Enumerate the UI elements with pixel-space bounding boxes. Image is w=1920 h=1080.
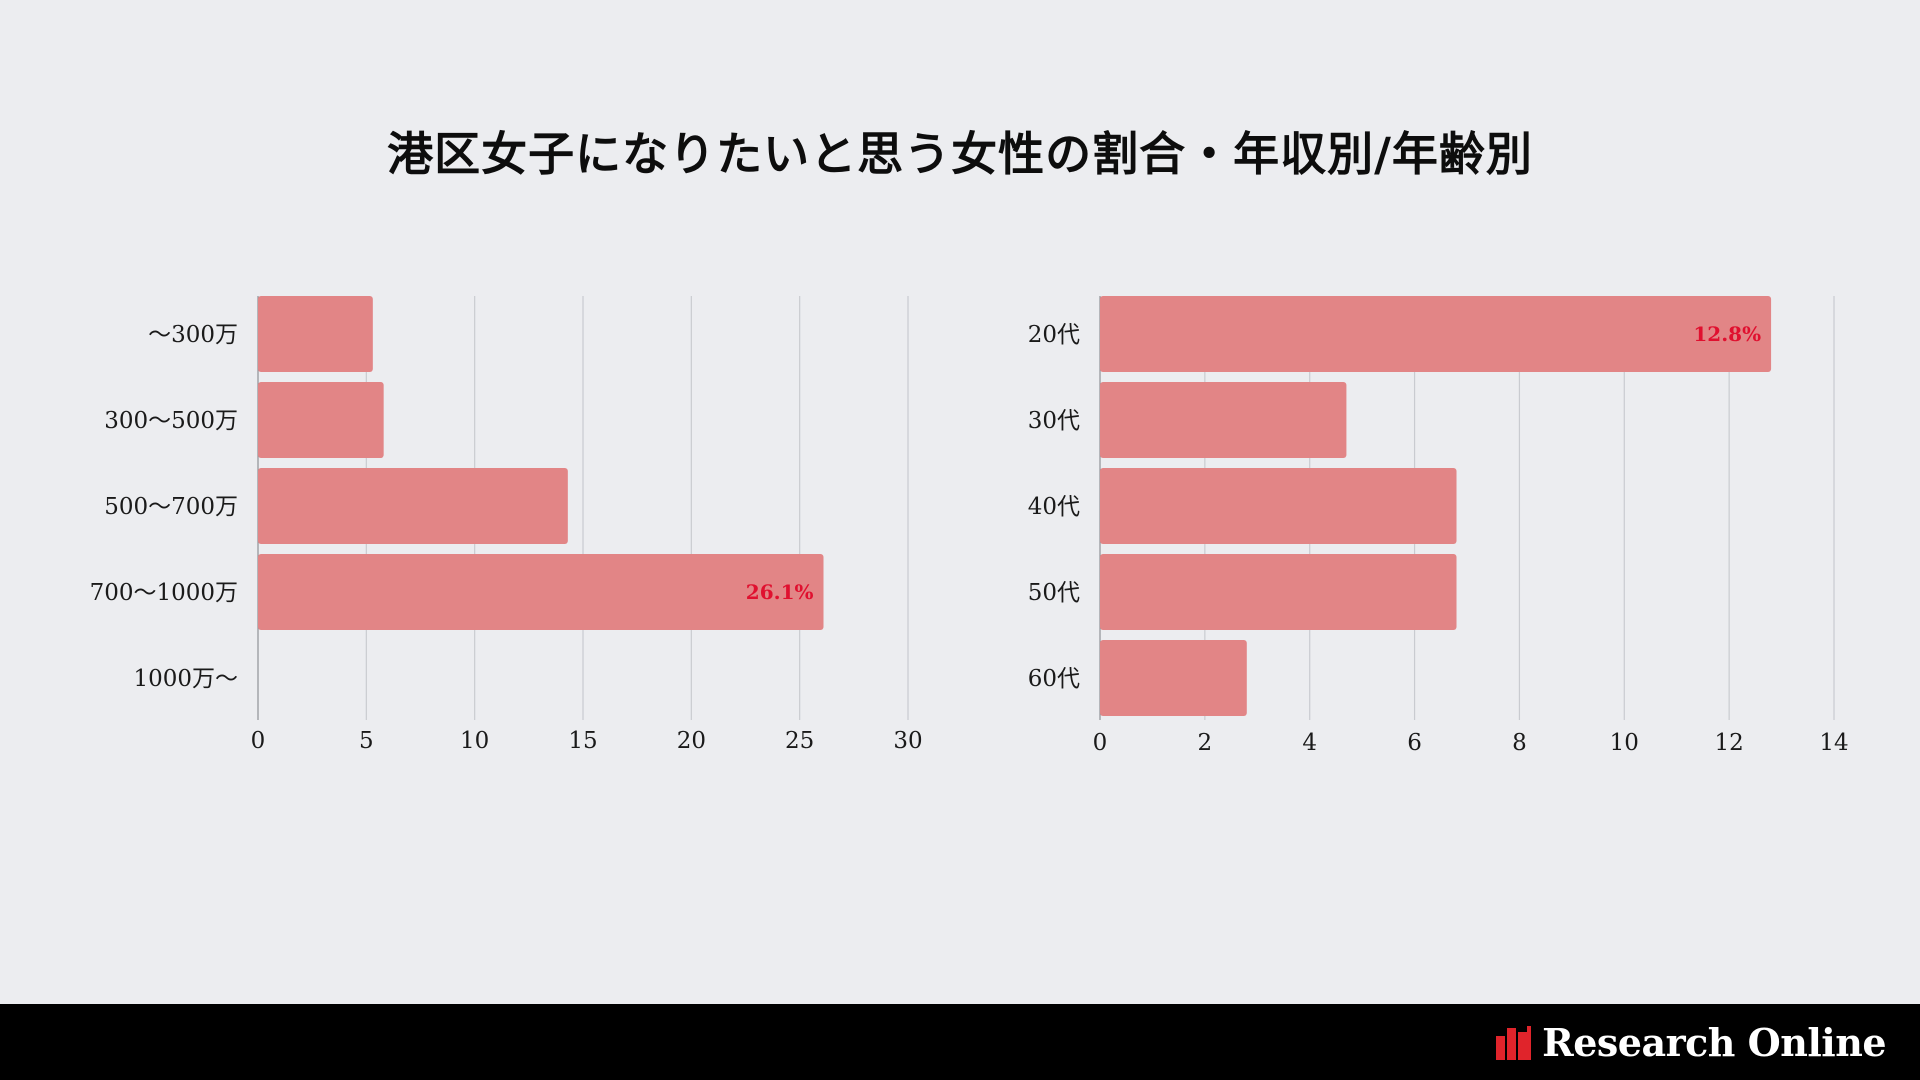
tick-label: 8	[1512, 730, 1527, 756]
bar-chart-logo-icon	[1496, 1026, 1532, 1060]
tick-label: 2	[1198, 730, 1213, 756]
bar	[258, 296, 373, 372]
category-label: 1000万〜	[133, 666, 238, 692]
tick-label: 6	[1407, 730, 1422, 756]
category-label: 700〜1000万	[90, 580, 238, 606]
tick-label: 15	[568, 728, 597, 754]
tick-label: 5	[359, 728, 374, 754]
brand-name: Research Online	[1542, 1020, 1886, 1065]
tick-label: 10	[1610, 730, 1639, 756]
bar	[258, 382, 384, 458]
tick-label: 25	[785, 728, 814, 754]
age-chart: 20代 30代 40代 50代 60代 12.8% 0 2 4 6 8 10 12 14	[1028, 296, 1849, 756]
bar	[1100, 640, 1247, 716]
category-label: 50代	[1028, 580, 1080, 606]
category-label: 40代	[1028, 494, 1080, 520]
tick-label: 14	[1819, 730, 1848, 756]
category-label: 60代	[1028, 666, 1080, 692]
tick-label: 12	[1715, 730, 1744, 756]
bar	[1100, 554, 1457, 630]
category-label: 30代	[1028, 408, 1080, 434]
tick-label: 10	[460, 728, 489, 754]
data-label: 26.1%	[746, 580, 814, 604]
tick-label: 0	[251, 728, 266, 754]
footer-bar: Research Online	[0, 1004, 1920, 1080]
tick-label: 0	[1093, 730, 1108, 756]
tick-label: 30	[893, 728, 922, 754]
bar	[1100, 382, 1347, 458]
income-chart: 〜300万 300〜500万 500〜700万 700〜1000万 1000万〜 26.1…	[90, 296, 923, 754]
category-label: 〜300万	[148, 322, 238, 348]
category-label: 500〜700万	[104, 494, 238, 520]
bar	[1100, 468, 1457, 544]
chart-title: 港区女子になりたいと思う女性の割合・年収別/年齢別	[387, 127, 1533, 181]
data-label: 12.8%	[1693, 322, 1761, 346]
bar	[258, 554, 824, 630]
bar	[1100, 296, 1772, 372]
brand[interactable]: Research Online	[1496, 1022, 1886, 1064]
tick-label: 4	[1302, 730, 1317, 756]
tick-label: 20	[677, 728, 706, 754]
bar	[258, 468, 568, 544]
category-label: 300〜500万	[104, 408, 238, 434]
category-label: 20代	[1028, 322, 1080, 348]
